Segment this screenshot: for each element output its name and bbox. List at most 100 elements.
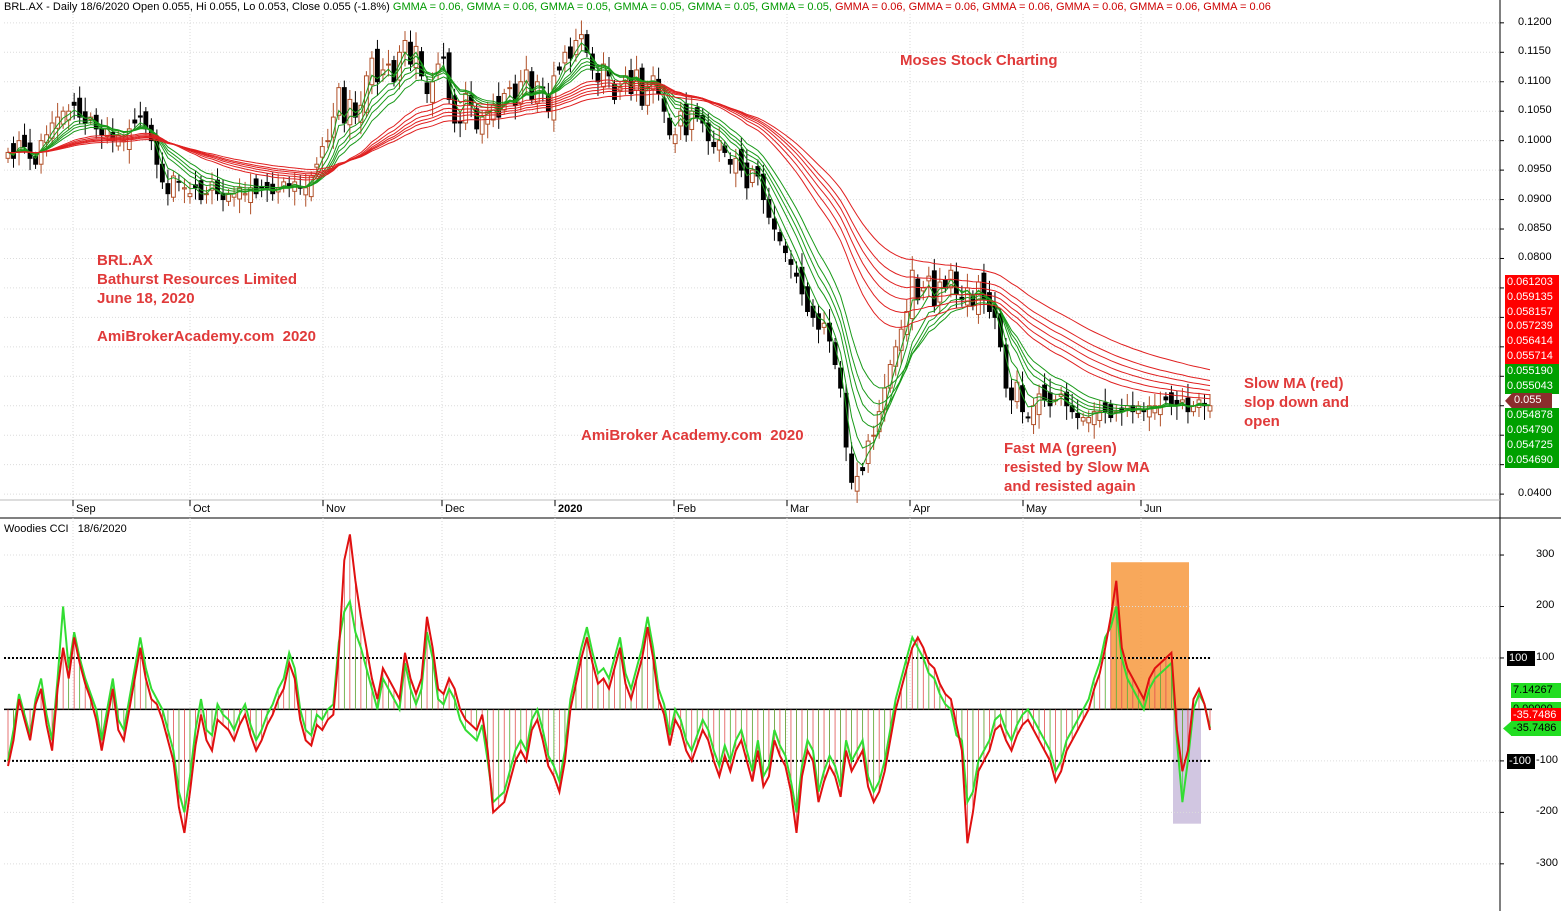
price-value-tag: 0.061203 xyxy=(1505,275,1559,290)
candle-body xyxy=(711,141,717,148)
month-label: Jun xyxy=(1144,503,1162,515)
candle-body xyxy=(386,63,391,66)
gmma-value-5: GMMA = 0.05, xyxy=(761,1,835,13)
fast-ma-annotation: Fast MA (green) resisted by Slow MA and … xyxy=(1004,440,1150,495)
candle-body xyxy=(165,183,171,195)
chart-header: BRL.AX - Daily 18/6/2020 Open 0.055, Hi … xyxy=(4,1,1271,13)
candle-body xyxy=(794,272,799,277)
ticker-annotation: BRL.AX xyxy=(97,252,153,269)
cci-value-tag: 7.14267 xyxy=(1511,683,1561,699)
candle-body xyxy=(672,134,678,145)
candle-body xyxy=(1064,391,1070,407)
candle-body xyxy=(1185,397,1191,413)
candle-body xyxy=(860,467,866,472)
header-prefix: BRL.AX - Daily 18/6/2020 Open 0.055, Hi … xyxy=(4,1,390,13)
candle-body xyxy=(937,281,943,303)
candle-body xyxy=(1108,404,1114,419)
month-label: Oct xyxy=(193,503,211,515)
gmma-value-2: GMMA = 0.05, xyxy=(540,1,614,13)
cci-date: 18/6/2020 xyxy=(77,523,127,535)
candle-body xyxy=(237,187,242,200)
candle-body xyxy=(733,157,739,174)
candle-body xyxy=(976,281,981,315)
month-label: 2020 xyxy=(558,503,583,515)
gmma-value-11: GMMA = 0.06 xyxy=(1203,1,1271,13)
candle-body xyxy=(904,310,910,335)
candle-body xyxy=(727,159,733,165)
candle-body xyxy=(1080,417,1086,422)
price-tick-label: 0.0400 xyxy=(1518,487,1552,500)
slow-ma-line xyxy=(7,87,1211,387)
candle-body xyxy=(920,287,926,292)
candle-body xyxy=(871,434,877,437)
candle-body xyxy=(424,82,430,95)
candle-body xyxy=(1075,412,1081,419)
gmma-value-4: GMMA = 0.05, xyxy=(687,1,762,13)
cci-tick-label: 200 xyxy=(1536,599,1555,612)
slow-ma-line xyxy=(7,89,1211,381)
cci-tick-label: 100 xyxy=(1536,650,1555,663)
site-annotation-1: AmiBrokerAcademy.com 2020 xyxy=(97,328,316,345)
fast-ma-line xyxy=(7,42,1211,467)
price-value-tag: 0.054725 xyxy=(1505,437,1559,453)
candle-body xyxy=(1180,399,1185,403)
price-tick-label: 0.0900 xyxy=(1518,192,1552,205)
moses-annotation: Moses Stock Charting xyxy=(900,52,1058,69)
candle-body xyxy=(512,83,518,106)
candle-body xyxy=(1163,396,1169,401)
gmma-values: GMMA = 0.06, GMMA = 0.06, GMMA = 0.05, G… xyxy=(393,1,1271,13)
candle-body xyxy=(402,40,408,53)
candle-body xyxy=(314,163,320,168)
slow-ma-line xyxy=(7,85,1211,391)
candle-body xyxy=(1031,405,1036,426)
cci-value-tag: -35.7486 xyxy=(1511,707,1561,723)
slow-ma-annotation: Slow MA (red) slop down and open xyxy=(1244,375,1349,430)
candle-body xyxy=(788,259,794,265)
candle-body xyxy=(766,199,772,218)
candle-body xyxy=(264,181,270,189)
cci-green-bars xyxy=(13,606,1205,813)
cci-slow-line xyxy=(7,534,1211,844)
fast-ma-line xyxy=(7,68,1211,408)
candle-body xyxy=(915,278,921,301)
cci-marker-tag: 100 xyxy=(1507,650,1535,666)
price-tick-label: 0.1150 xyxy=(1518,45,1551,58)
candle-body xyxy=(556,66,562,71)
candle-body xyxy=(347,98,353,126)
candle-body xyxy=(1097,411,1103,421)
candle-body xyxy=(562,51,568,64)
candle-body xyxy=(1146,405,1152,418)
month-label: May xyxy=(1026,503,1047,515)
candle-body xyxy=(408,41,413,65)
candle-body xyxy=(1091,411,1097,426)
candle-body xyxy=(771,218,777,230)
cci-fast-line xyxy=(7,598,1211,813)
price-tick-label: 0.1000 xyxy=(1518,133,1552,146)
price-value-tag: 0.054878 xyxy=(1505,408,1559,424)
candle-body xyxy=(749,169,755,183)
candle-body xyxy=(474,108,480,130)
candle-body xyxy=(341,87,347,124)
company-annotation: Bathurst Resources Limited xyxy=(97,271,298,288)
candle-body xyxy=(1152,405,1158,414)
candle-body xyxy=(22,134,27,148)
candle-body xyxy=(11,143,16,159)
gmma-value-8: GMMA = 0.06, xyxy=(982,1,1056,13)
candle-body xyxy=(1036,393,1042,416)
month-label: Dec xyxy=(445,503,465,515)
candle-body xyxy=(777,232,783,242)
slow-ma-line xyxy=(7,82,1211,396)
candle-body xyxy=(849,453,855,483)
current-price-pointer xyxy=(1505,393,1512,409)
candle-body xyxy=(529,71,535,100)
candle-body xyxy=(170,175,176,198)
candle-body xyxy=(843,392,849,448)
candle-body xyxy=(1025,416,1031,419)
candle-body xyxy=(99,128,105,136)
candle-body xyxy=(375,48,380,83)
slow-ma-line xyxy=(7,93,1211,371)
candle-body xyxy=(601,63,606,88)
gmma-value-7: GMMA = 0.06, xyxy=(908,1,983,13)
candle-body xyxy=(821,322,827,328)
